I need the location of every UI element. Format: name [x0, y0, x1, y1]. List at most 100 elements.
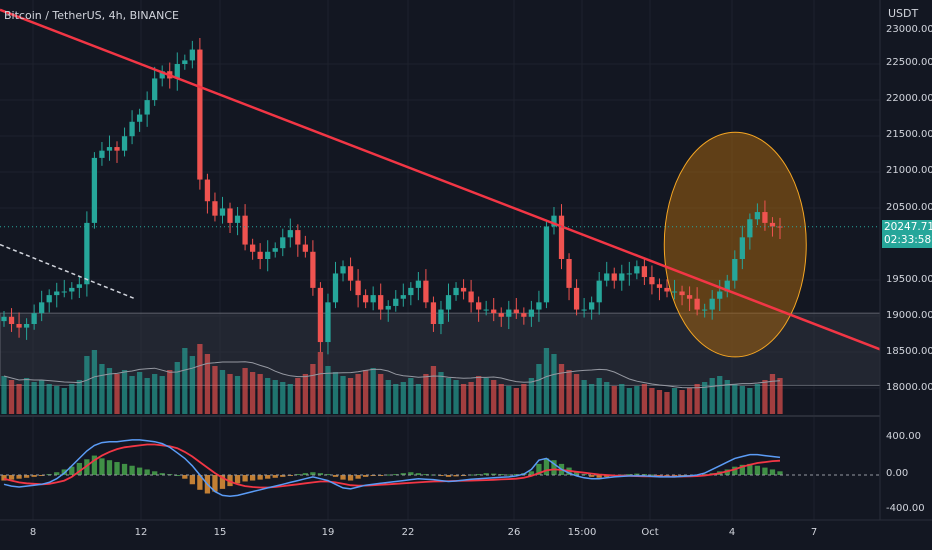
current-price-badge: 20247.71 02:33:58 [882, 220, 932, 248]
histogram-bar [476, 474, 482, 476]
candle-body [152, 78, 158, 101]
candle-body [641, 266, 648, 278]
volume-ma-line [3, 361, 781, 389]
volume-bar [596, 378, 602, 414]
candle-body [604, 273, 610, 281]
volume-bar [182, 348, 188, 414]
volume-bar [378, 374, 384, 414]
volume-bar [272, 380, 278, 414]
candle-body [347, 266, 354, 281]
candle-body [468, 291, 474, 303]
volume-bar [641, 384, 648, 414]
candle-body [393, 298, 399, 306]
candle-body [332, 273, 339, 303]
candle-body [656, 284, 663, 288]
price-tick: 22500.00 [886, 57, 932, 68]
time-tick: 15:00 [567, 527, 597, 538]
volume-bar [355, 374, 361, 414]
volume-bar [136, 372, 143, 414]
candle-body [189, 49, 195, 61]
candle-body [566, 259, 572, 288]
dashed-trendline[interactable] [0, 243, 136, 300]
price-tick: 21000.00 [886, 165, 932, 176]
candle-body [747, 219, 753, 238]
descending-trendline[interactable] [0, 8, 881, 351]
volume-bar [476, 376, 482, 414]
candle-body [204, 179, 211, 202]
time-tick: 4 [728, 527, 736, 538]
volume-bar [762, 380, 768, 414]
candle-body [129, 121, 135, 137]
candle-body [69, 287, 75, 292]
candle-body [1, 316, 7, 322]
histogram-bar [347, 475, 354, 481]
price-axis-unit[interactable]: USDT [888, 7, 919, 20]
candle-body [649, 277, 655, 285]
volume-bar [302, 374, 308, 414]
volume-bar [152, 374, 158, 414]
candle-body [272, 248, 278, 252]
price-tick: 18500.00 [886, 346, 932, 357]
volume-bar [513, 388, 519, 414]
candle-body [219, 208, 226, 216]
histogram-bar [506, 474, 512, 476]
volume-bar [626, 388, 632, 414]
macd-tick: 0.00 [886, 468, 909, 479]
histogram-bar [317, 473, 324, 475]
histogram-bar [732, 466, 738, 475]
volume-bar [332, 372, 339, 414]
volume-bar [483, 378, 489, 414]
volume-bar [31, 382, 37, 414]
candle-body [476, 302, 482, 310]
volume-bar [709, 378, 715, 414]
volume-bar [121, 370, 128, 414]
candle-body [174, 64, 180, 79]
breakout-ellipse[interactable] [663, 131, 807, 358]
volume-bar [724, 380, 730, 414]
candle-body [558, 215, 565, 259]
volume-bar [634, 386, 640, 414]
time-tick: 12 [134, 527, 148, 538]
histogram-bar [129, 465, 135, 475]
volume-bar [506, 386, 512, 414]
volume-bar [265, 378, 271, 414]
candle-body [445, 295, 452, 310]
candle-body [491, 309, 497, 314]
volume-bar [536, 364, 542, 414]
histogram-bar [656, 475, 663, 476]
candle-body [724, 280, 730, 292]
histogram-bar [234, 475, 241, 484]
histogram-bar [747, 463, 753, 475]
volume-bar [551, 354, 557, 414]
candle-body [430, 302, 437, 324]
volume-bar [777, 378, 783, 414]
candle-body [340, 266, 346, 274]
candle-body [257, 251, 263, 259]
histogram-bar [121, 463, 128, 475]
histogram-bar [634, 473, 640, 475]
histogram-bar [272, 475, 278, 478]
volume-bar [106, 368, 113, 414]
volume-bar [114, 374, 120, 414]
histogram-bar [144, 469, 150, 475]
candle-body [121, 136, 128, 151]
candle-body [506, 309, 512, 317]
volume-bar [347, 378, 354, 414]
volume-bar [167, 370, 173, 414]
volume-bar [227, 374, 233, 414]
candle-body [99, 150, 105, 158]
volume-bar [295, 378, 301, 414]
histogram-bar [69, 466, 75, 475]
candle-body [769, 222, 776, 227]
volume-bar [54, 386, 60, 414]
volume-bar [521, 384, 527, 414]
candle-body [362, 295, 369, 303]
candle-body [355, 280, 361, 296]
histogram-bar [551, 460, 557, 475]
volume-bar [438, 372, 444, 414]
candle-body [702, 309, 708, 311]
histogram-bar [114, 462, 120, 475]
time-tick: 7 [810, 527, 818, 538]
candle-body [370, 295, 376, 303]
